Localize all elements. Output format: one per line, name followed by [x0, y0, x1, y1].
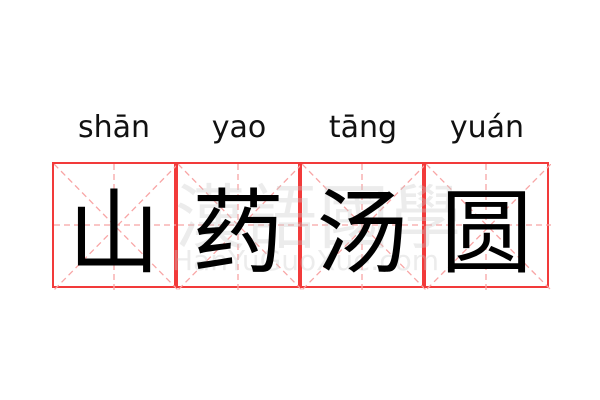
pinyin-1: shān: [77, 110, 151, 145]
character-cell: 汤: [300, 162, 426, 290]
guide-lines: [54, 164, 178, 290]
hanzi-4: 圆: [440, 179, 533, 287]
guide-lines: [302, 164, 426, 290]
hanzi-1: 山: [67, 179, 160, 287]
hanzi-2: 药: [191, 179, 284, 287]
hanzi-3: 汤: [315, 179, 408, 287]
pinyin-3: tāng: [328, 110, 398, 145]
pinyin-2: yao: [211, 110, 267, 145]
guide-lines: [426, 164, 551, 290]
character-grid: 山 药 汤 圆: [52, 162, 551, 290]
character-cell: 药: [176, 162, 302, 290]
guide-lines: [178, 164, 302, 290]
character-cell: 山: [52, 162, 178, 290]
character-cell: 圆: [424, 162, 551, 290]
pinyin-4: yuán: [449, 110, 525, 145]
